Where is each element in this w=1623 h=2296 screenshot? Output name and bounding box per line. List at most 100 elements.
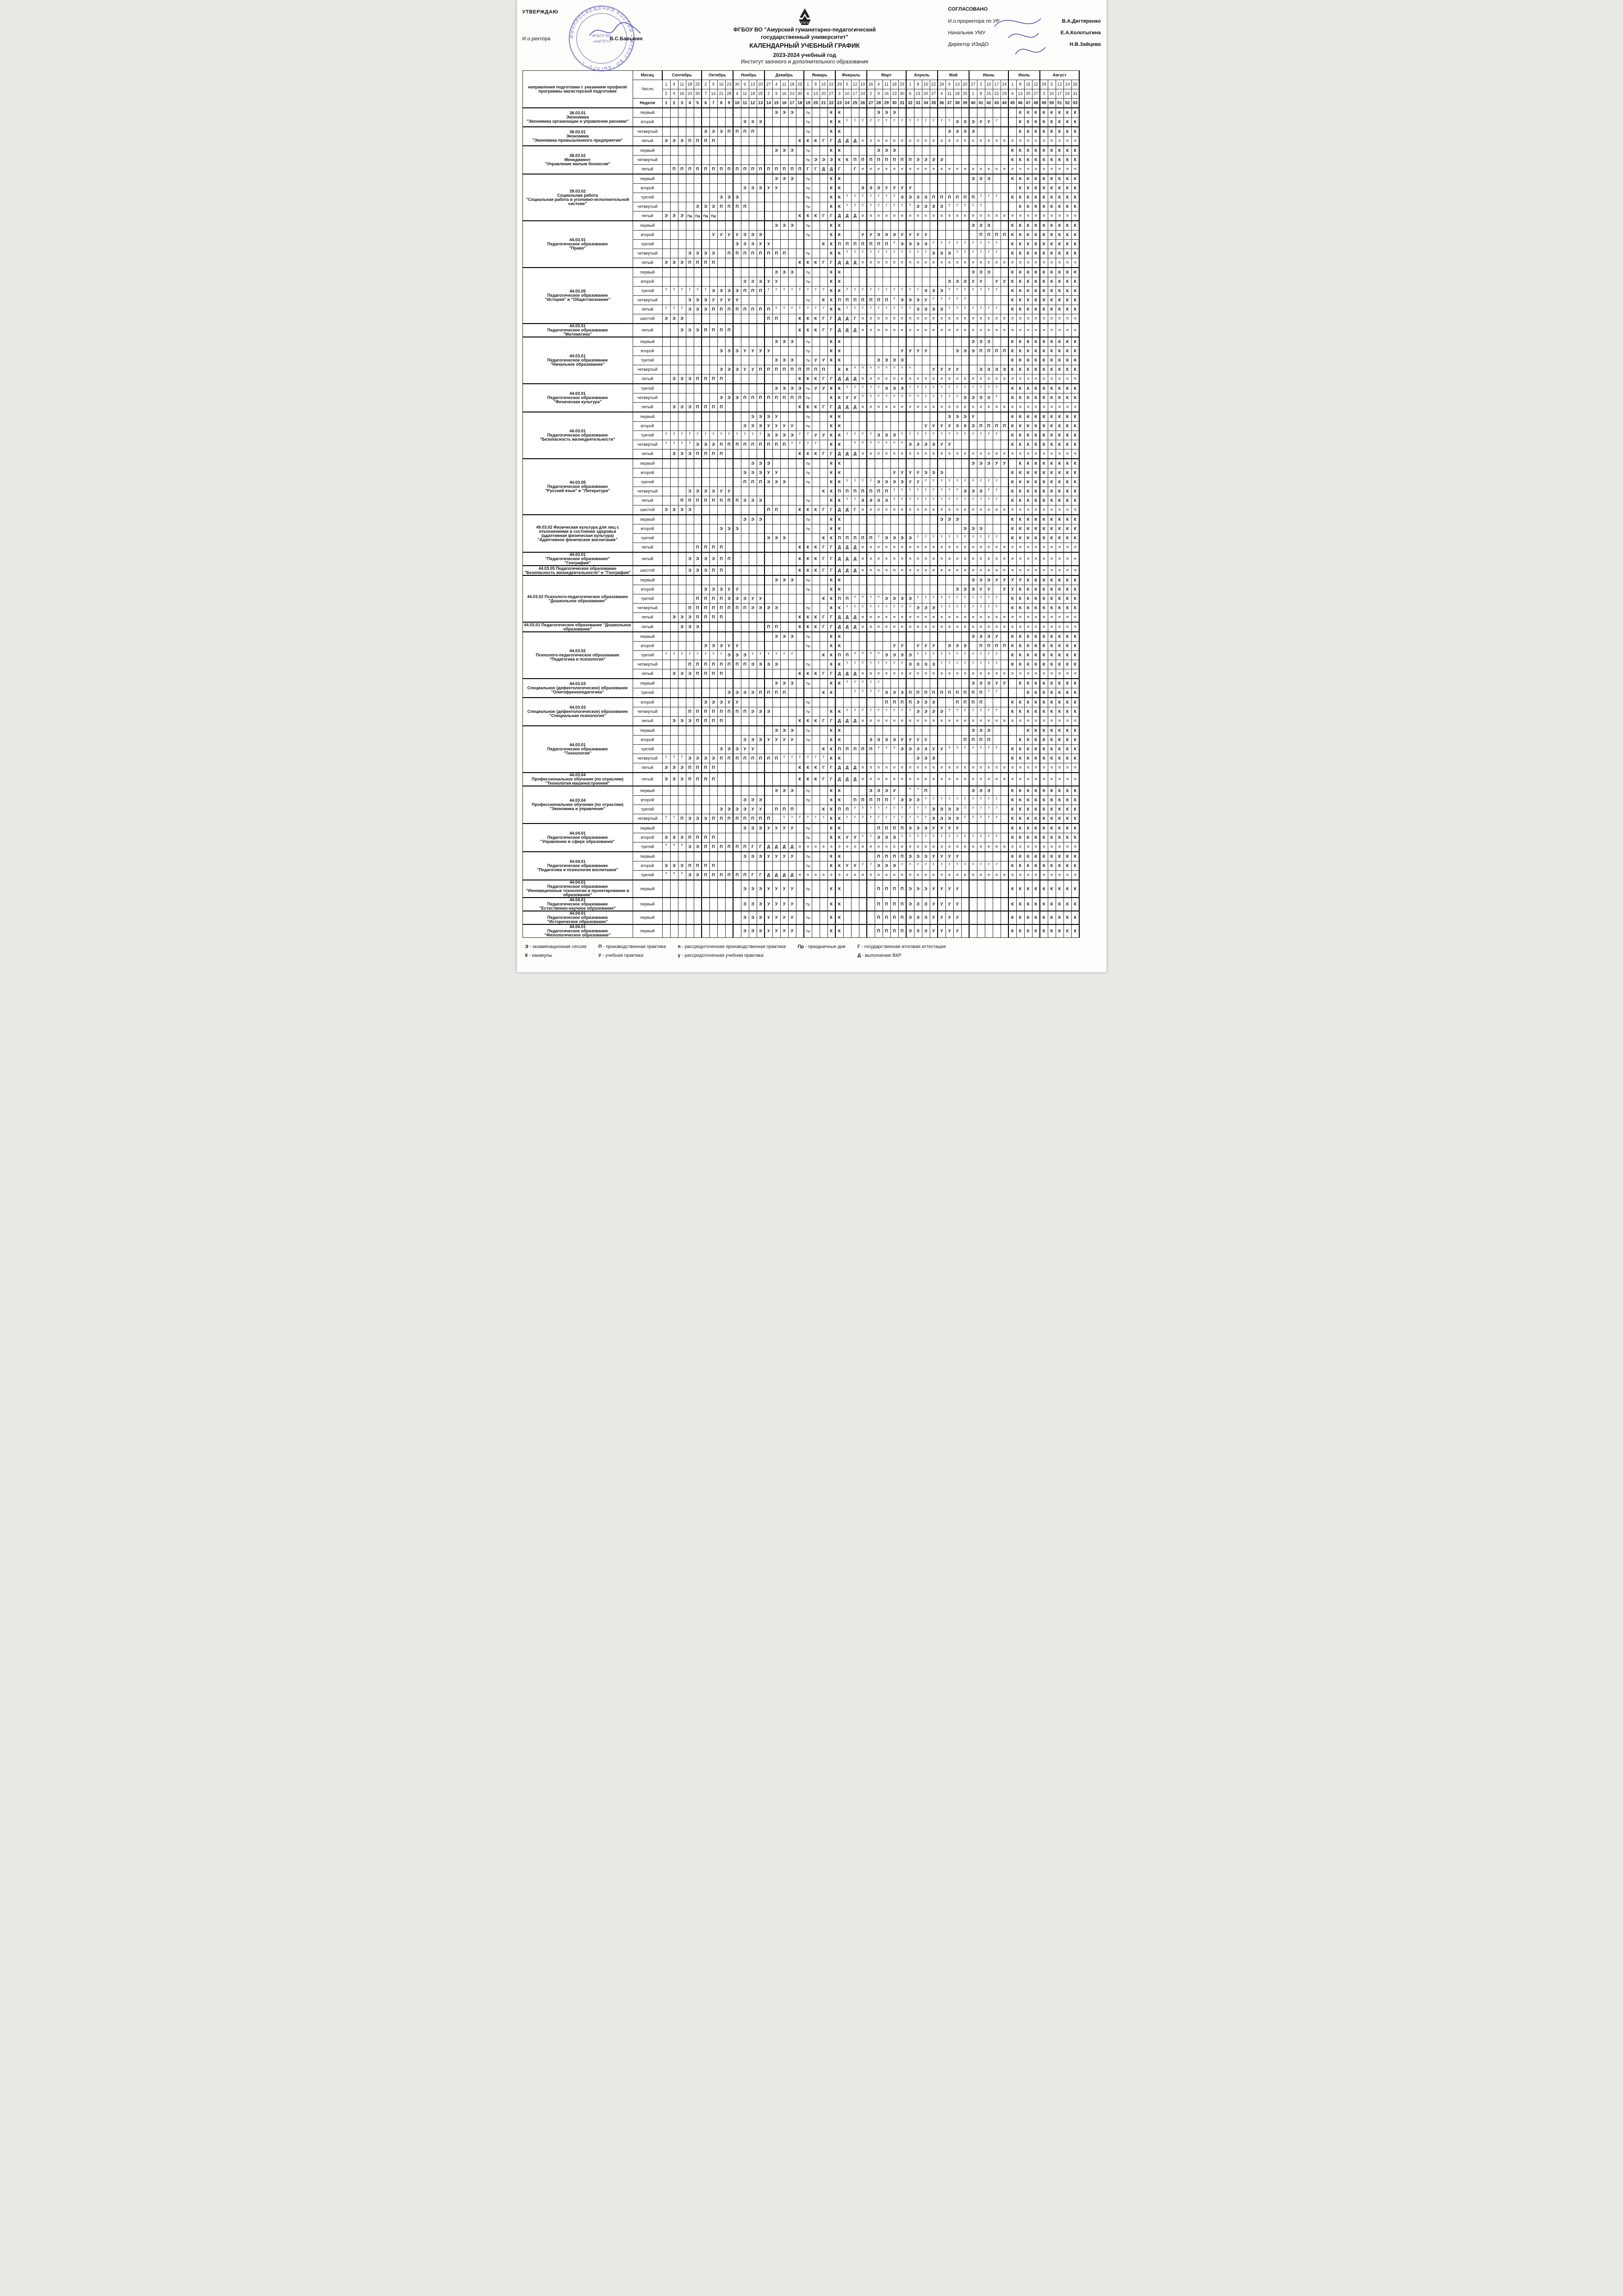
week-cell: Э (921, 239, 930, 250)
week-cell (772, 524, 781, 534)
week-cell-mark: = (861, 138, 864, 144)
week-cell: У (984, 585, 993, 595)
week-cell: Г (819, 258, 828, 268)
week-cell: П (764, 314, 773, 324)
week-cell-mark: Г (853, 316, 857, 321)
week-cell: Э (898, 477, 907, 487)
week-cell-mark: П (838, 536, 841, 541)
week-cell: Э (748, 117, 757, 127)
week-cell (921, 277, 930, 287)
week-cell: = (914, 211, 922, 221)
week-cell (701, 412, 710, 422)
week-cell-mark: Э (885, 498, 888, 503)
week-cell (764, 449, 773, 459)
week-cell-mark: = (1003, 328, 1006, 333)
week-cell-mark: К (1026, 232, 1030, 237)
week-cell (733, 575, 741, 586)
week-cell-mark: у (893, 241, 895, 244)
week-cell-mark: = (916, 167, 920, 172)
week-cell-mark: Э (775, 223, 778, 228)
week-end-date: 30 (898, 89, 907, 99)
week-cell-mark: Д (853, 568, 857, 573)
week-cell (693, 468, 702, 478)
week-cell-mark: Э (964, 119, 967, 125)
week-cell-mark: П (728, 204, 731, 209)
week-cell-mark: К (1034, 395, 1038, 400)
course-row: второй У У У У Э Э Э Пр К К У У Э Э Э У У У У П П П П К К К К К К К К К (522, 230, 1080, 240)
week-cell (984, 356, 993, 366)
week-cell (780, 524, 789, 534)
week-cell: У (772, 183, 781, 193)
week-cell-mark: = (979, 316, 983, 321)
week-cell (662, 202, 671, 212)
week-cell-mark: К (1066, 288, 1069, 293)
week-cell-mark: = (1050, 138, 1053, 144)
week-cell (662, 594, 671, 604)
week-cell: = (953, 402, 962, 412)
week-cell-mark: у (854, 306, 856, 310)
week-cell (717, 505, 726, 515)
week-cell-mark: У (1011, 587, 1014, 592)
week-cell: К (1016, 346, 1025, 356)
week-cell (740, 449, 749, 459)
week-cell: Э (764, 533, 773, 543)
week-cell (1000, 117, 1009, 127)
week-cell (756, 220, 765, 231)
week-cell-mark: у (995, 432, 998, 436)
week-cell: П (748, 477, 757, 487)
week-cell: Д (843, 136, 852, 146)
week-cell: К (1016, 533, 1025, 543)
week-cell: К (1016, 183, 1025, 193)
week-cell: Э (693, 249, 702, 259)
week-cell: у (866, 305, 875, 315)
week-cell: = (1055, 211, 1064, 221)
week-cell: у (929, 295, 938, 306)
week-cell (748, 136, 757, 146)
week-cell-mark: К (846, 367, 849, 372)
week-cell: у (937, 477, 946, 487)
week-cell-mark: К (1058, 596, 1061, 601)
week-cell: К (803, 565, 812, 576)
week-cell: = (890, 164, 899, 175)
week-cell: Э (890, 145, 899, 156)
week-start-date: 1 (803, 80, 812, 90)
week-cell: К (1039, 126, 1048, 137)
week-cell: К (1016, 249, 1025, 259)
week-cell-mark: К (1019, 498, 1022, 503)
week-cell: у (701, 430, 710, 441)
week-cell (1008, 107, 1017, 118)
week-cell (748, 258, 757, 268)
week-cell-mark: у (775, 287, 777, 291)
week-cell (811, 145, 820, 156)
week-cell: = (1071, 552, 1080, 566)
week-cell-mark: у (988, 595, 990, 599)
week-cell (811, 603, 820, 613)
week-cell-mark: К (1058, 119, 1061, 125)
week-cell (1008, 117, 1017, 127)
week-cell-mark: у (877, 119, 880, 122)
week-cell-mark: К (1066, 195, 1069, 200)
week-cell-mark: Пр (806, 131, 810, 134)
week-end-date: 27 (1032, 89, 1040, 99)
week-cell-mark: К (1050, 176, 1053, 181)
week-cell-mark: у (791, 441, 793, 445)
week-cell (693, 239, 702, 250)
week-cell (725, 277, 734, 287)
week-cell-mark: Д (846, 260, 849, 265)
week-cell (953, 440, 962, 450)
week-cell: К (1039, 487, 1048, 497)
week-cell (874, 458, 883, 469)
week-cell: К (811, 449, 820, 459)
week-cell (748, 211, 757, 221)
week-cell-mark: К (1034, 517, 1038, 522)
week-cell: У (772, 277, 781, 287)
week-cell (662, 277, 671, 287)
week-cell (709, 314, 718, 324)
week-cell (678, 145, 686, 156)
week-cell-mark: у (885, 605, 888, 608)
week-cell-mark: У (751, 349, 754, 354)
week-cell-mark: П (775, 507, 778, 512)
week-cell (764, 145, 773, 156)
week-cell: К (811, 402, 820, 412)
week-cell: Э (984, 220, 993, 231)
